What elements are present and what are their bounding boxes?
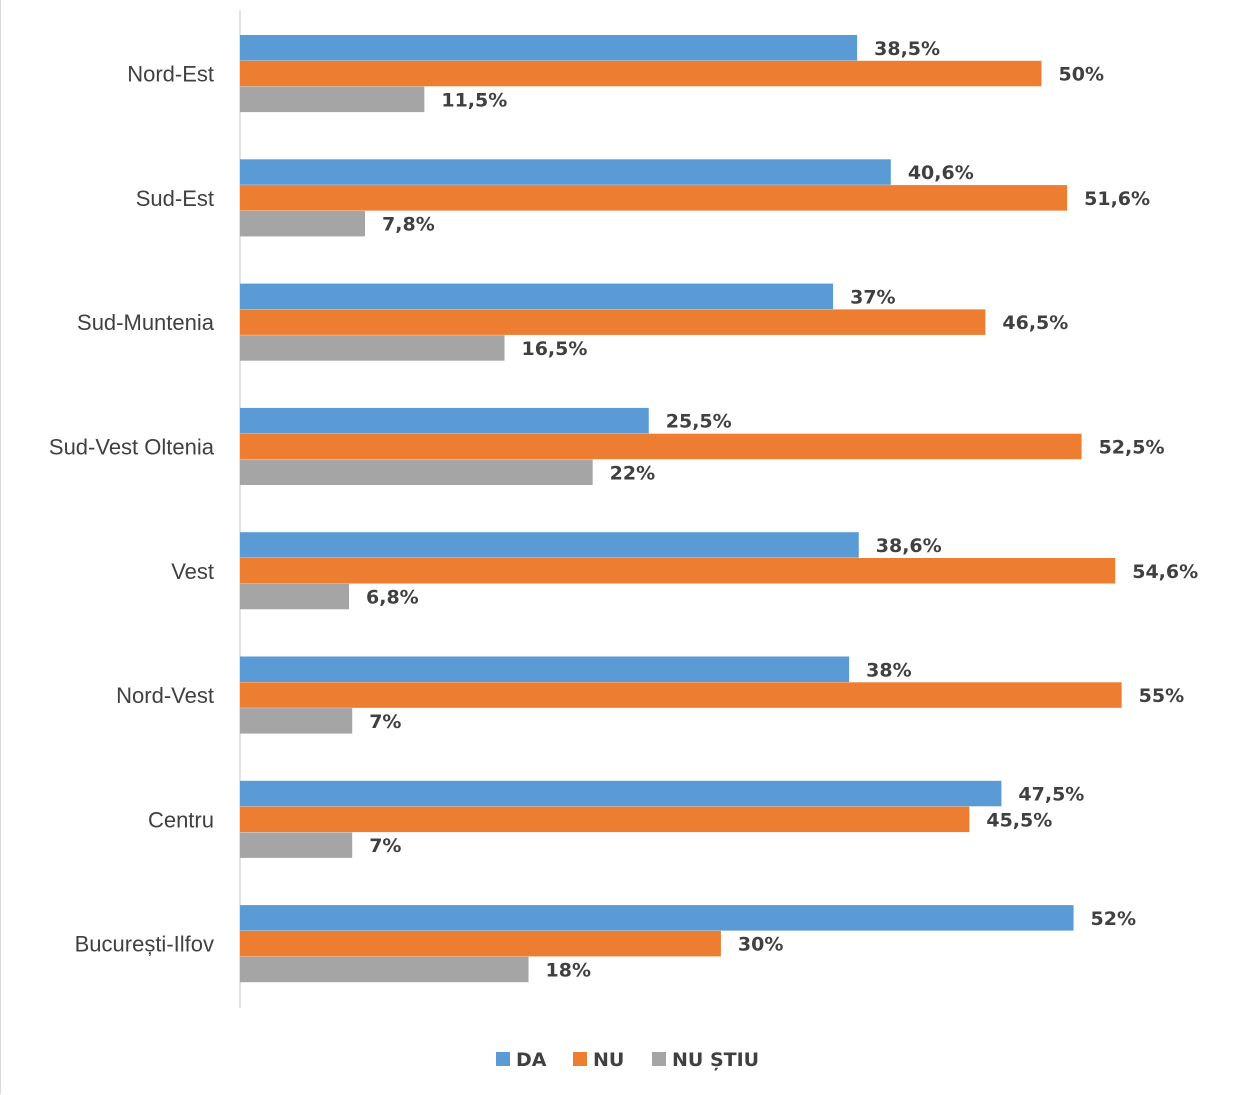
bar-nu-stiu-sud-muntenia — [240, 335, 505, 361]
bar-nu-stiu-sud-est — [240, 210, 366, 237]
bar-nu-vest — [240, 558, 1116, 584]
value-label-nu-stiu-centru: 7% — [369, 835, 401, 857]
bar-da-nord-est — [240, 35, 858, 61]
value-label-da-sud-est: 40,6% — [908, 162, 974, 184]
bar-da-centru — [240, 780, 1002, 807]
bar-nu-nord-vest — [240, 682, 1122, 708]
value-label-nu-stiu-sud-muntenia: 16,5% — [521, 338, 587, 360]
category-label-nord-est: Nord-Est — [127, 62, 214, 87]
legend: DA NU NU ȘTIU — [496, 1049, 759, 1071]
value-label-nu-sud-est: 51,6% — [1084, 188, 1150, 210]
legend-label-nu: NU — [593, 1049, 624, 1071]
value-label-nu-nord-vest: 55% — [1139, 685, 1184, 707]
category-label-sud-vest-oltenia: Sud-Vest Oltenia — [49, 434, 215, 459]
bar-nu-sud-est — [240, 185, 1068, 211]
value-label-da-vest: 38,6% — [876, 535, 942, 557]
legend-swatch-nu-stiu — [652, 1052, 666, 1066]
bar-nu-stiu-nord-est — [240, 86, 425, 113]
bar-da-vest — [240, 532, 859, 558]
bar-nu-bucuresti-ilfov — [240, 930, 721, 957]
bar-nu-nord-est — [240, 60, 1042, 87]
category-label-sud-muntenia: Sud-Muntenia — [77, 310, 215, 335]
bars-group — [240, 35, 1122, 983]
category-label-vest: Vest — [171, 559, 214, 584]
legend-label-nu-stiu: NU ȘTIU — [672, 1049, 759, 1071]
value-label-da-sud-vest-oltenia: 25,5% — [666, 411, 732, 433]
legend-swatch-da — [496, 1052, 510, 1066]
value-label-da-nord-est: 38,5% — [874, 38, 940, 60]
value-label-da-nord-vest: 38% — [866, 659, 911, 681]
value-label-nu-stiu-sud-vest-oltenia: 22% — [610, 462, 655, 484]
value-label-nu-centru: 45,5% — [986, 809, 1052, 831]
bar-nu-centru — [240, 806, 970, 833]
bar-nu-stiu-vest — [240, 583, 350, 610]
legend-label-da: DA — [516, 1049, 547, 1071]
bar-nu-sud-muntenia — [240, 309, 986, 335]
legend-swatch-nu — [573, 1052, 587, 1066]
category-label-sud-est: Sud-Est — [136, 186, 214, 211]
bar-nu-sud-vest-oltenia — [240, 433, 1082, 460]
value-label-nu-stiu-bucuresti-ilfov: 18% — [546, 959, 591, 981]
value-label-da-centru: 47,5% — [1018, 784, 1084, 806]
value-label-nu-stiu-nord-vest: 7% — [369, 711, 401, 733]
bar-da-sud-muntenia — [240, 283, 834, 310]
category-label-bucuresti-ilfov: București-Ilfov — [75, 932, 214, 957]
bar-nu-stiu-sud-vest-oltenia — [240, 459, 593, 485]
labels-group: Nord-Est 38,5% 50% 11,5% Sud-Est 40,6% 51,6% 7,… — [49, 38, 1198, 982]
bar-da-sud-vest-oltenia — [240, 407, 649, 434]
value-label-nu-stiu-nord-est: 11,5% — [441, 89, 507, 111]
bar-nu-stiu-centru — [240, 832, 353, 858]
category-label-nord-vest: Nord-Vest — [116, 683, 214, 708]
bar-nu-stiu-bucuresti-ilfov — [240, 956, 529, 983]
category-label-centru: Centru — [148, 807, 214, 832]
value-label-nu-stiu-vest: 6,8% — [366, 587, 419, 609]
bar-da-sud-est — [240, 159, 891, 185]
bar-nu-stiu-nord-vest — [240, 708, 353, 734]
value-label-nu-sud-vest-oltenia: 52,5% — [1099, 436, 1165, 458]
value-label-nu-stiu-sud-est: 7,8% — [382, 214, 435, 236]
bar-da-nord-vest — [240, 656, 850, 682]
value-label-nu-sud-muntenia: 46,5% — [1002, 312, 1068, 334]
value-label-nu-nord-est: 50% — [1059, 64, 1104, 86]
value-label-nu-bucuresti-ilfov: 30% — [738, 934, 783, 956]
value-label-nu-vest: 54,6% — [1132, 561, 1198, 583]
bar-da-bucuresti-ilfov — [240, 905, 1074, 931]
value-label-da-sud-muntenia: 37% — [850, 286, 895, 308]
value-label-da-bucuresti-ilfov: 52% — [1091, 908, 1136, 930]
